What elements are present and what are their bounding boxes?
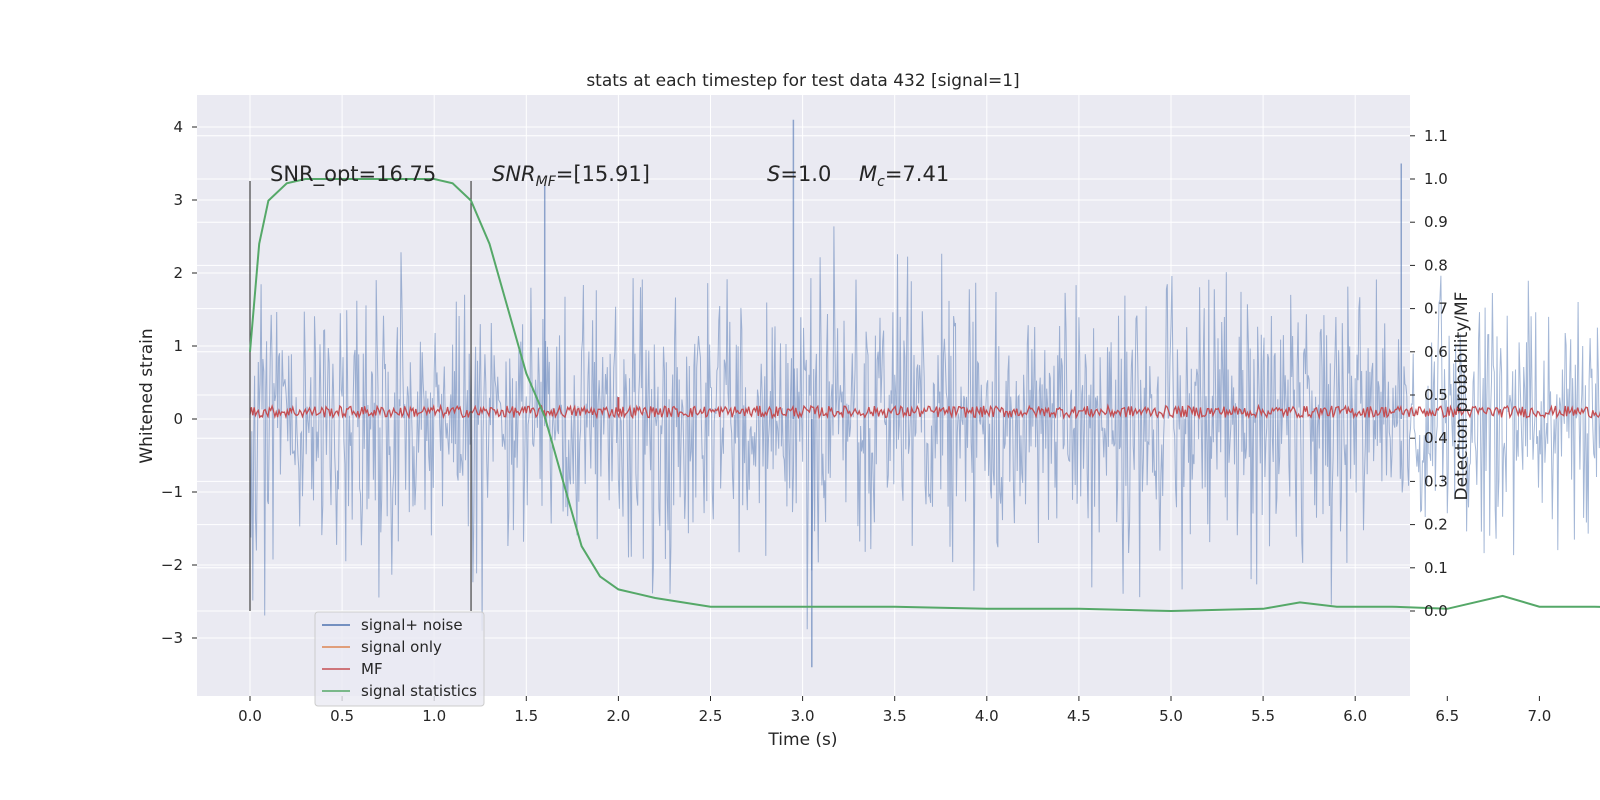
x-tick-label: 2.0 <box>606 707 630 725</box>
chart-title: stats at each timestep for test data 432… <box>586 71 1019 91</box>
mc-subscript: c <box>877 174 885 190</box>
y2-axis-label: Detection probability/MF <box>1452 292 1472 501</box>
y-tick-label: 0 <box>173 410 183 428</box>
x-tick-label: 1.5 <box>514 707 538 725</box>
x-tick-label: 6.0 <box>1343 707 1367 725</box>
mf-line <box>249 403 1600 420</box>
mf-series <box>249 397 1600 420</box>
x-tick-label: 1.0 <box>422 707 446 725</box>
legend-label-signal-statistics: signal statistics <box>361 682 477 700</box>
x-tick-label: 5.5 <box>1251 707 1275 725</box>
annotations: SNR_opt=16.75 SNRMF=[15.91] S=1.0 Mc=7.4… <box>270 162 949 190</box>
legend-label-signal-noise: signal+ noise <box>361 616 463 634</box>
legend-box <box>314 611 485 707</box>
annotation-mc: Mc=7.41 <box>859 162 949 190</box>
x-tick-label: 2.5 <box>699 707 723 725</box>
x-axis-ticks: 0.0 0.5 1.0 1.5 2.0 2.5 3.0 3.5 4.0 4.5 5.0 5.5 6.0 6… <box>238 696 1551 725</box>
mc-symbol: M <box>859 162 877 186</box>
x-axis-label: Time (s) <box>767 730 837 750</box>
snr-mf-value: =[15.91] <box>556 162 650 186</box>
signal-noise-series <box>249 119 1600 668</box>
y2-tick-label: 0.0 <box>1424 602 1448 620</box>
y-axis-ticks: −3 −2 −1 0 1 2 3 4 <box>161 118 197 647</box>
x-tick-label: 4.5 <box>1067 707 1091 725</box>
legend-label-mf: MF <box>361 660 383 678</box>
y2-tick-label: 1.0 <box>1424 170 1448 188</box>
annotation-snr-mf: SNRMF=[15.91] <box>492 162 650 190</box>
snr-mf-symbol: SNR <box>492 162 536 186</box>
signal-statistics-line <box>249 178 1600 613</box>
s-value: =1.0 <box>780 162 831 186</box>
vertical-markers <box>249 181 472 611</box>
y2-tick-label: 0.7 <box>1424 300 1448 318</box>
snr-mf-subscript: MF <box>536 174 557 190</box>
y2-tick-label: 0.2 <box>1424 516 1448 534</box>
y-tick-label: −3 <box>161 629 183 647</box>
y2-tick-label: 0.5 <box>1424 386 1448 404</box>
y2-tick-label: 0.8 <box>1424 256 1448 274</box>
y-axis-label: Whitened strain <box>137 328 157 463</box>
mc-value: =7.41 <box>885 162 949 186</box>
y-tick-label: −1 <box>161 483 183 501</box>
y2-tick-label: 0.9 <box>1424 213 1448 231</box>
legend: signal+ noise signal only MF signal stat… <box>314 611 485 707</box>
x-tick-label: 0.0 <box>238 707 262 725</box>
signal-noise-line <box>249 226 1600 631</box>
y2-tick-label: 1.1 <box>1424 127 1448 145</box>
y2-axis-ticks: 0.0 0.1 0.2 0.3 0.4 0.5 0.6 0.7 0.8 0.9 1.0 1.1 <box>1410 127 1448 620</box>
signal-statistics-series <box>249 178 1600 613</box>
x-tick-label: 3.5 <box>883 707 907 725</box>
s-symbol: S <box>767 162 780 186</box>
y-tick-label: 3 <box>173 191 183 209</box>
y-tick-label: 4 <box>173 118 183 136</box>
x-tick-label: 7.0 <box>1527 707 1551 725</box>
x-tick-label: 3.0 <box>791 707 815 725</box>
annotation-snr-opt: SNR_opt=16.75 <box>270 162 436 187</box>
y-tick-label: 2 <box>173 264 183 282</box>
y2-tick-label: 0.1 <box>1424 559 1448 577</box>
y-tick-label: 1 <box>173 337 183 355</box>
x-tick-label: 0.5 <box>330 707 354 725</box>
legend-label-signal-only: signal only <box>361 638 442 656</box>
x-tick-label: 5.0 <box>1159 707 1183 725</box>
y2-tick-label: 0.3 <box>1424 472 1448 490</box>
y-tick-label: −2 <box>161 556 183 574</box>
x-tick-label: 6.5 <box>1435 707 1459 725</box>
annotation-s: S=1.0 <box>767 162 831 186</box>
y2-tick-label: 0.6 <box>1424 343 1448 361</box>
y2-tick-label: 0.4 <box>1424 429 1448 447</box>
x-tick-label: 4.0 <box>975 707 999 725</box>
grid <box>197 95 1540 696</box>
